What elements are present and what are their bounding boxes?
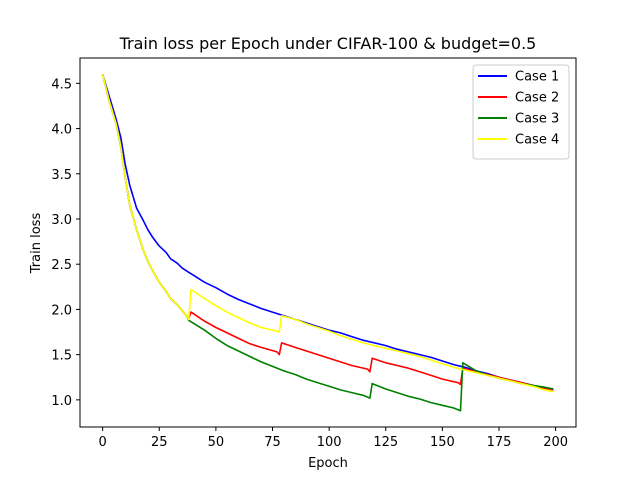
y-tick-label: 4.0 bbox=[51, 123, 72, 138]
x-tick-label: 125 bbox=[373, 435, 398, 450]
x-tick-label: 50 bbox=[208, 435, 225, 450]
x-tick-label: 0 bbox=[99, 435, 107, 450]
y-tick-label: 3.5 bbox=[51, 168, 72, 183]
y-tick-label: 2.5 bbox=[51, 258, 72, 273]
x-tick-label: 100 bbox=[317, 435, 342, 450]
y-axis-title: Train loss bbox=[29, 213, 44, 275]
y-tick-label: 1.0 bbox=[51, 394, 72, 409]
series-layer bbox=[101, 74, 554, 412]
x-tick-label: 150 bbox=[430, 435, 455, 450]
legend: Case 1 Case 2 Case 3 Case 4 bbox=[472, 64, 570, 160]
x-tick-label: 200 bbox=[543, 435, 568, 450]
legend-label: Case 1 bbox=[515, 70, 559, 85]
chart-title: Train loss per Epoch under CIFAR-100 & b… bbox=[119, 34, 537, 53]
y-tick-label: 2.0 bbox=[51, 303, 72, 318]
plot-area-frame bbox=[79, 57, 577, 428]
x-tick-label: 75 bbox=[264, 435, 281, 450]
x-axis: 0 25 50 75 100 125 150 175 200 bbox=[99, 427, 568, 450]
series-line-case-4 bbox=[101, 74, 554, 393]
legend-label: Case 3 bbox=[515, 112, 559, 127]
y-tick-label: 3.0 bbox=[51, 213, 72, 228]
x-tick-label: 25 bbox=[151, 435, 168, 450]
y-tick-label: 1.5 bbox=[51, 349, 72, 364]
legend-label: Case 4 bbox=[515, 133, 559, 148]
legend-box bbox=[472, 64, 570, 160]
y-axis: 1.0 1.5 2.0 2.5 3.0 3.5 4.0 4.5 bbox=[51, 77, 80, 409]
x-tick-label: 175 bbox=[487, 435, 512, 450]
y-tick-label: 4.5 bbox=[51, 77, 72, 92]
legend-label: Case 2 bbox=[515, 91, 559, 106]
x-axis-title: Epoch bbox=[308, 456, 348, 471]
